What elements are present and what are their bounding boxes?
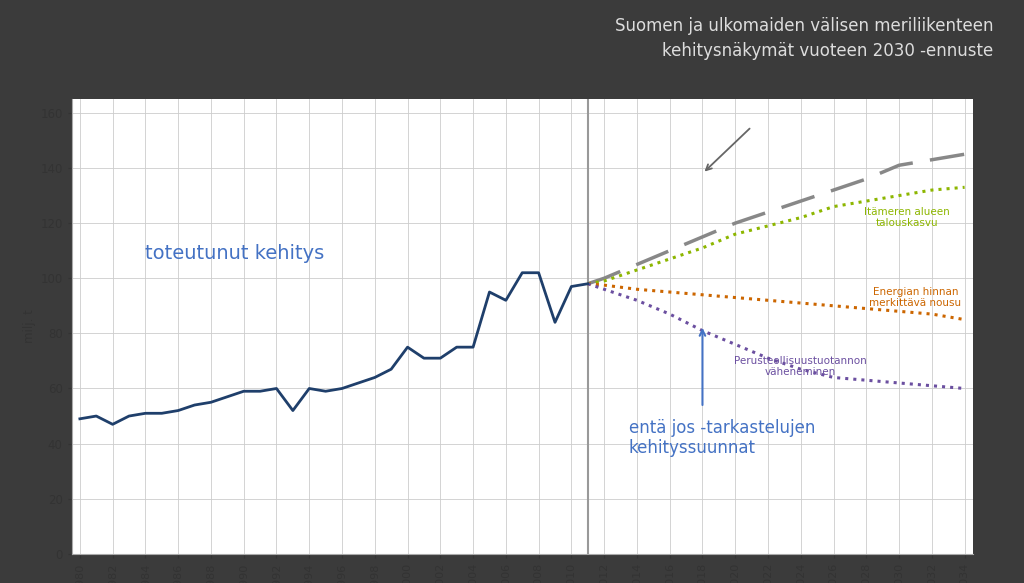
Text: toteutunut kehitys: toteutunut kehitys: [145, 244, 325, 263]
Text: Suomen ja ulkomaiden välisen meriliikenteen
kehitysnäkymät vuoteen 2030 -ennuste: Suomen ja ulkomaiden välisen meriliikent…: [614, 17, 993, 61]
Y-axis label: milj. t: milj. t: [24, 310, 36, 343]
Text: entä jos -tarkastelujen
kehityssuunnat: entä jos -tarkastelujen kehityssuunnat: [629, 419, 815, 458]
Text: Perusteollisuustuotannon
väheneminen: Perusteollisuustuotannon väheneminen: [734, 356, 867, 377]
Text: Itämeren alueen
talouskasvu: Itämeren alueen talouskasvu: [864, 207, 950, 229]
Text: Energian hinnan
merkittävä nousu: Energian hinnan merkittävä nousu: [869, 287, 962, 308]
